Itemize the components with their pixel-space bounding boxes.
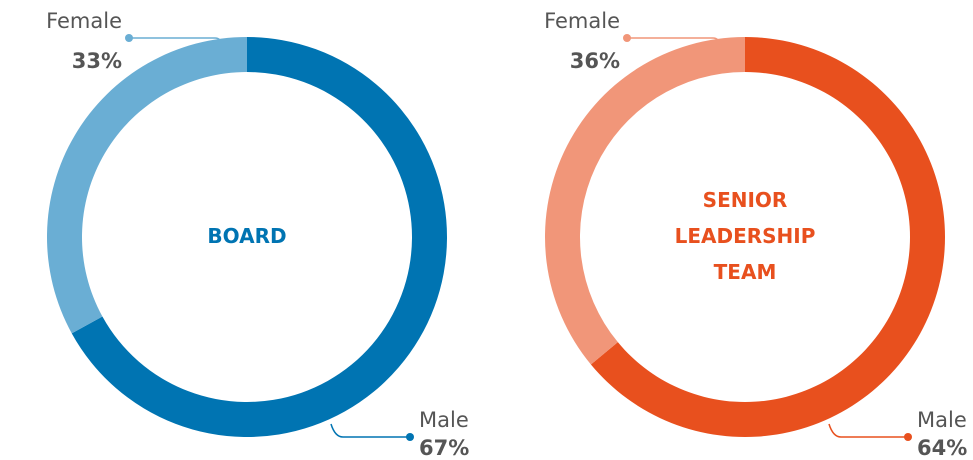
leader-dot [904,433,912,441]
donut-segment [544,37,745,365]
value-label: 64% [917,436,967,460]
donut-segment [47,37,248,334]
center-label: SENIOR LEADERSHIP TEAM [675,188,816,284]
value-label: 67% [419,436,469,460]
center-label: BOARD [207,224,286,248]
leader-dot [406,433,414,441]
category-label: Female [544,9,620,33]
value-label: 36% [570,49,620,73]
value-label: 33% [72,49,122,73]
leader-line [129,37,224,47]
category-label: Male [419,408,469,432]
leader-line [828,423,908,438]
leader-line [330,423,410,438]
category-label: Female [46,9,122,33]
donut-segment [590,37,945,437]
category-label: Male [917,408,967,432]
leader-line [627,37,722,47]
leader-dot [623,34,631,42]
leader-dot [125,34,133,42]
